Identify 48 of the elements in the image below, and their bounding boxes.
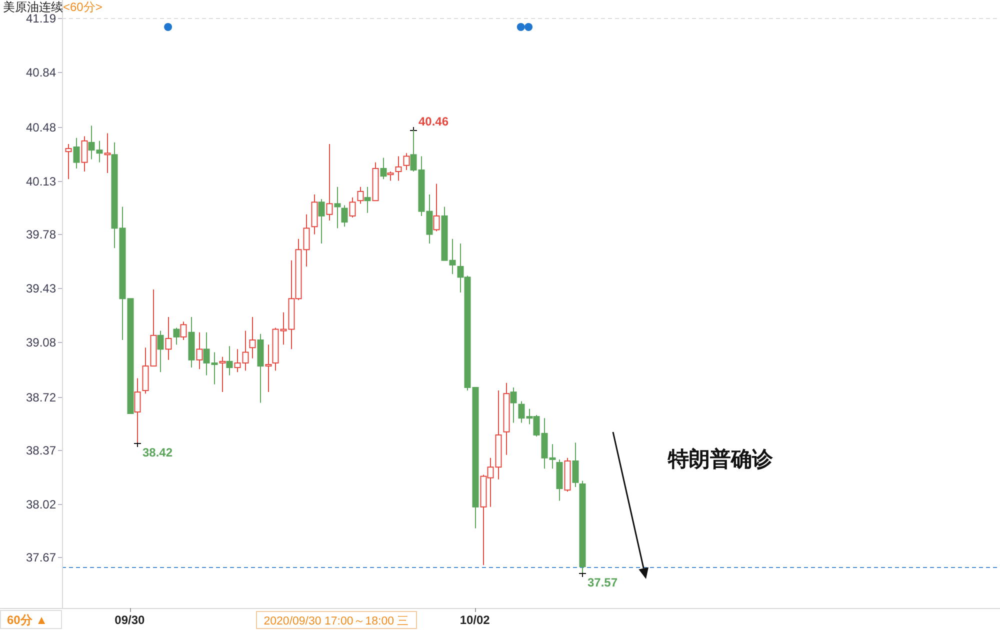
y-tick-label: 38.72 — [26, 390, 56, 404]
y-tick-label: 40.84 — [26, 66, 56, 80]
chart-subtitle: <60分> — [63, 0, 102, 14]
y-tick-label: 37.67 — [26, 550, 56, 564]
candlestick — [326, 143, 333, 222]
text: 特朗普确诊 — [667, 447, 774, 471]
candlestick — [349, 197, 356, 218]
candlestick — [364, 186, 371, 214]
candlestick — [380, 157, 387, 180]
y-tick-label: 38.02 — [26, 498, 56, 512]
y-tick-label: 39.08 — [26, 336, 56, 350]
y-tick-label: 38.37 — [26, 444, 56, 458]
candlestick — [180, 321, 187, 340]
candlestick — [157, 330, 164, 373]
candlestick — [196, 332, 203, 370]
y-tick-label: 41.19 — [26, 12, 56, 26]
candlestick — [403, 152, 410, 170]
text: 2020/09/30 17:00～18:00 三 — [264, 616, 410, 628]
candlestick — [395, 156, 402, 182]
y-tick-label: 39.78 — [26, 228, 56, 242]
candlestick — [73, 137, 80, 169]
candlestick — [341, 204, 348, 228]
y-tick-label: 39.43 — [26, 282, 56, 296]
x-tick-label: 10/02 — [460, 613, 490, 627]
candlestick — [334, 186, 341, 229]
text: 38.42 — [142, 446, 173, 460]
y-tick-label: 40.48 — [26, 120, 56, 134]
candlestick — [104, 132, 111, 174]
candlestick — [387, 171, 394, 182]
candlestick — [226, 346, 233, 376]
candlestick — [265, 344, 272, 393]
text: 40.46 — [418, 114, 449, 128]
candlestick — [357, 186, 364, 204]
text: 37.57 — [588, 576, 618, 590]
x-tick-label: 09/30 — [114, 613, 146, 627]
chart-title: 美原油连续 — [3, 0, 63, 14]
candlestick — [173, 327, 180, 346]
candlestick — [165, 316, 172, 360]
candlestick — [219, 356, 226, 393]
candlestick — [249, 316, 256, 359]
candlestick — [433, 183, 440, 232]
text: 60分 ▲ — [7, 613, 48, 627]
candlestick — [510, 386, 517, 424]
candlestick — [81, 136, 88, 172]
candlestick — [65, 143, 72, 180]
candlestick — [572, 442, 579, 488]
y-tick-label: 40.13 — [26, 174, 56, 188]
candlestick — [318, 198, 325, 244]
